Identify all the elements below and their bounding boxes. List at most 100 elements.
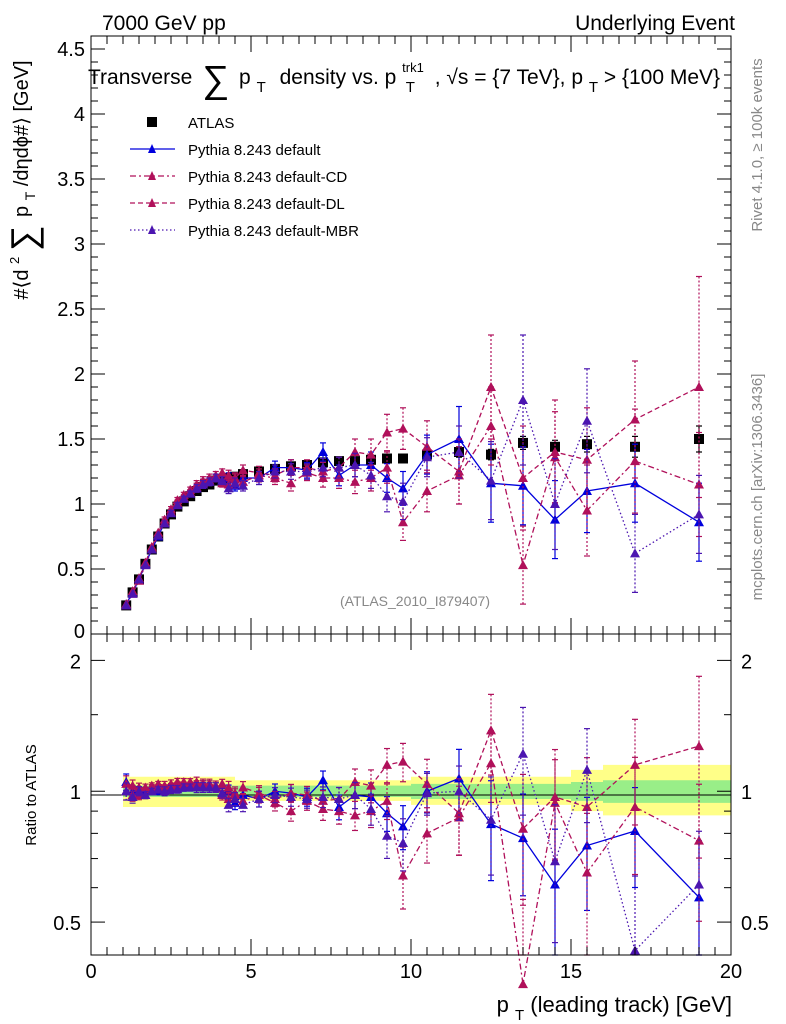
ratio-point-dl (191, 777, 202, 787)
ratio-point-dl (694, 741, 704, 751)
main-point-mbr (366, 470, 376, 480)
ratio-point-mbr (518, 748, 528, 758)
ratio-point-mbr (366, 804, 376, 814)
main-point-mbr (210, 473, 221, 482)
ratio-point-mbr (454, 786, 464, 796)
main-point-mbr (302, 466, 312, 476)
title-part-d: > {100 MeV} (604, 66, 720, 89)
ratio-ytick-label-left: 2 (70, 651, 81, 673)
ratio-ytick-label-right: 0.5 (741, 913, 769, 935)
ratio-ticks: 0.5 0.51 12 20 5 10 15 20 (53, 634, 769, 983)
xlabel-T-sub: T (515, 1007, 524, 1024)
ratio-point-mbr (134, 786, 144, 796)
ratio-point-dl (350, 777, 360, 787)
ratio-point-cd (286, 806, 296, 816)
ratio-point-mbr (140, 790, 151, 800)
ratio-point-default (550, 879, 560, 889)
legend-marker-cd (148, 171, 156, 180)
main-line-mbr (125, 398, 700, 606)
title-part-a: Transverse (88, 66, 192, 89)
ratio-point-dl (238, 782, 248, 792)
main-point-mbr (318, 462, 328, 472)
ratio-point-mbr (198, 782, 208, 792)
main-point-dl (550, 447, 560, 456)
ratio-point-mbr (382, 830, 392, 840)
ratio-point-cd (518, 979, 528, 989)
ratio-point-mbr (318, 791, 328, 801)
ratio-point-mbr (486, 814, 496, 824)
ratio-point-dl (223, 782, 234, 792)
ratio-point-cd (398, 870, 408, 880)
ratio-panel: 0.5 0.51 12 20 5 10 15 20 Ratio to ATLAS p T (l… (23, 633, 769, 1024)
title-T2-sub: T (406, 79, 415, 96)
main-point-cd (630, 456, 640, 466)
legend-label-cd: Pythia 8.243 default-CD (188, 169, 347, 186)
ratio-point-mbr (191, 782, 202, 792)
main-point-data (550, 441, 560, 452)
title-sum-symbol: ∑ (202, 59, 229, 101)
main-point-mbr (270, 466, 280, 476)
main-point-mbr (550, 499, 560, 508)
main-point-mbr (134, 574, 144, 584)
xlabel-rest: (leading track) [GeV] (530, 992, 732, 1017)
ylabel-part-a: #⟨d (11, 270, 33, 300)
title-part-c: , √s = {7 TeV}, p (435, 66, 583, 89)
main-point-cd (422, 486, 432, 495)
main-point-cd (486, 421, 496, 430)
main-point-mbr (630, 548, 640, 558)
main-point-mbr (518, 395, 528, 404)
ratio-point-mbr (286, 791, 296, 801)
ylabel-p: p (11, 206, 33, 217)
title-part-b: density vs. p (280, 66, 397, 89)
main-point-data (382, 453, 392, 464)
main-point-mbr (121, 600, 132, 610)
main-point-dl (238, 465, 248, 475)
main-point-cd (582, 505, 592, 515)
main-line-cd (125, 424, 700, 606)
ratio-point-mbr (127, 791, 138, 801)
main-point-mbr (454, 447, 464, 456)
main-point-mbr (230, 478, 240, 488)
main-point-cd (382, 462, 392, 472)
main-point-data (694, 434, 704, 444)
main-point-mbr (172, 500, 183, 510)
ratio-point-mbr (694, 879, 704, 889)
ratio-point-mbr (185, 782, 196, 792)
ratio-point-mbr (217, 788, 228, 798)
ratio-point-default (518, 833, 528, 843)
ratio-point-cd (422, 828, 432, 838)
main-point-mbr (204, 476, 215, 486)
ratio-point-mbr (166, 784, 176, 794)
ratio-point-dl (518, 823, 528, 833)
y-axis-label: #⟨d 2 ∑ p T /dηdϕ#⟩ [GeV] (2, 60, 44, 299)
ratio-point-dl (153, 778, 164, 788)
main-point-cd (286, 478, 296, 488)
analysis-id-label: (ATLAS_2010_I879407) (340, 593, 490, 609)
main-point-data (334, 456, 344, 467)
title-trk-sup: trk1 (402, 60, 424, 75)
main-point-mbr (350, 460, 360, 469)
main-point-mbr (254, 473, 264, 482)
main-point-mbr (153, 530, 164, 540)
legend: ATLAS Pythia 8.243 default Pythia 8.243 … (130, 115, 359, 240)
title-T3-sub: T (589, 79, 598, 96)
main-ytick-label: 3 (74, 234, 85, 256)
legend-marker-atlas (147, 117, 157, 127)
main-point-data (398, 453, 408, 464)
main-point-cd (350, 476, 360, 486)
legend-marker-dl (148, 198, 156, 207)
main-ytick-label: 4 (74, 104, 85, 126)
main-point-mbr (286, 466, 296, 476)
ratio-point-mbr (302, 793, 312, 803)
ratio-point-mbr (238, 799, 248, 809)
ratio-point-cd (382, 795, 392, 805)
ylabel-part-b: /dηdϕ#⟩ [GeV] (11, 60, 33, 186)
ratio-point-mbr (223, 799, 234, 809)
rivet-version-label: Rivet 4.1.0, ≥ 100k events (749, 58, 766, 231)
ratio-point-mbr (398, 838, 408, 848)
ratio-point-dl (630, 759, 640, 769)
main-point-dl (398, 423, 408, 433)
main-point-mbr (159, 518, 170, 528)
ratio-point-mbr (153, 784, 164, 794)
